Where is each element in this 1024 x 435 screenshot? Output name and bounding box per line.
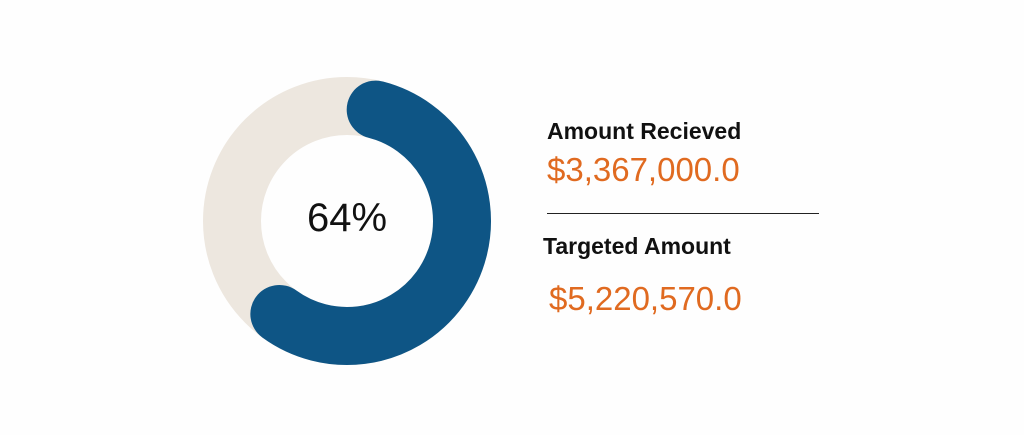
progress-donut-chart — [203, 77, 491, 365]
targeted-amount-label: Targeted Amount — [543, 233, 731, 259]
targeted-amount-value: $5,220,570.0 — [549, 280, 742, 317]
divider — [547, 213, 819, 214]
donut-progress-arc — [203, 77, 491, 365]
progress-percentage: 64% — [306, 195, 388, 240]
amount-received-label: Amount Recieved — [547, 118, 742, 144]
amount-received-value: $3,367,000.0 — [547, 151, 740, 188]
